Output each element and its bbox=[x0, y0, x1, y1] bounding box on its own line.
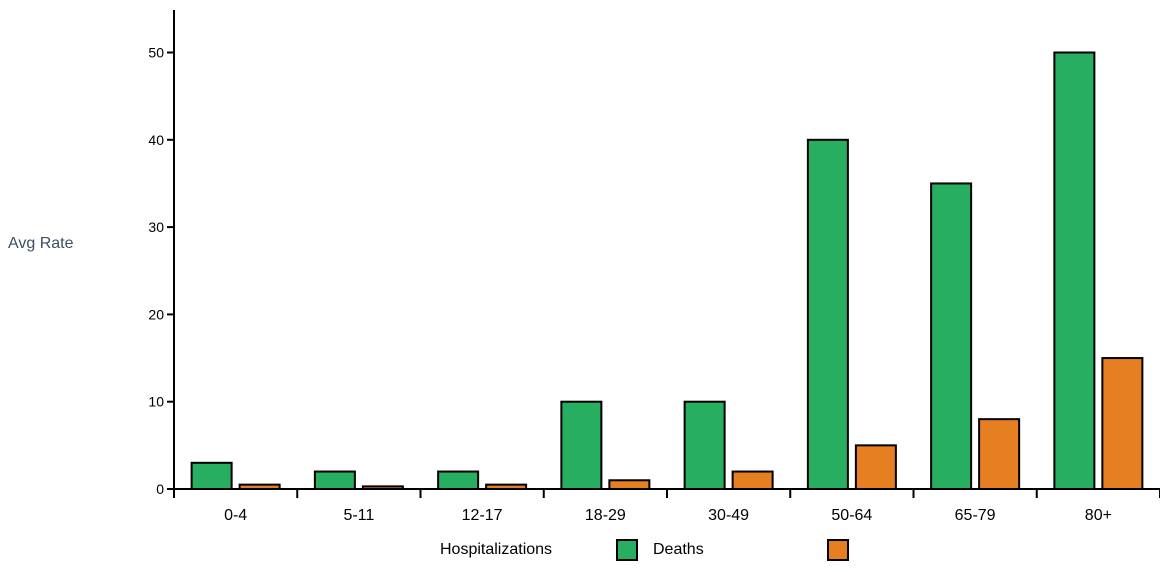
y-tick-label: 30 bbox=[148, 219, 164, 235]
bar-series-1-80+ bbox=[1053, 51, 1096, 490]
bar-series-2-0-4 bbox=[238, 483, 281, 491]
y-tick-label: 40 bbox=[148, 132, 164, 148]
x-tick-label: 0-4 bbox=[224, 507, 247, 524]
bar-series-2-5-11 bbox=[361, 485, 404, 491]
bar-series-1-5-11 bbox=[313, 470, 356, 491]
x-tick-label: 80+ bbox=[1085, 507, 1112, 524]
bar-series-2-12-17 bbox=[485, 483, 528, 491]
bar-series-1-18-29 bbox=[560, 400, 603, 491]
legend-swatch bbox=[827, 539, 849, 561]
x-tick-label: 12-17 bbox=[462, 507, 503, 524]
bar-series-2-65-79 bbox=[978, 418, 1021, 490]
legend-label: Deaths bbox=[653, 541, 704, 558]
bar-series-2-18-29 bbox=[608, 479, 651, 490]
y-tick-label: 10 bbox=[148, 394, 164, 410]
bars bbox=[190, 51, 1144, 491]
y-tick-label: 50 bbox=[148, 45, 164, 61]
bar-series-1-0-4 bbox=[190, 461, 233, 490]
bar-series-2-30-49 bbox=[731, 470, 774, 491]
bar-series-1-30-49 bbox=[683, 400, 726, 491]
bar-series-2-80+ bbox=[1101, 357, 1144, 490]
bar-series-1-50-64 bbox=[806, 138, 849, 491]
y-tick-label: 20 bbox=[148, 306, 164, 322]
x-tick-label: 50-64 bbox=[831, 507, 872, 524]
x-tick-label: 65-79 bbox=[955, 507, 996, 524]
x-tick-label: 30-49 bbox=[708, 507, 749, 524]
x-tick-label: 18-29 bbox=[585, 507, 626, 524]
bar-series-1-65-79 bbox=[930, 182, 973, 490]
y-axis-title: Avg Rate bbox=[8, 235, 74, 252]
legend-swatch bbox=[616, 539, 638, 561]
legend: Hospitalizations Deaths bbox=[440, 539, 849, 561]
y-tick-label: 0 bbox=[156, 481, 164, 497]
bar-series-1-12-17 bbox=[437, 470, 480, 491]
x-axis: 0-4 5-11 12-17 18-29 30-49 50-64 65-79 80+ bbox=[173, 488, 1160, 524]
y-axis: 0 10 20 30 40 50 bbox=[148, 10, 175, 497]
bar-series-2-50-64 bbox=[854, 444, 897, 491]
x-tick-label: 5-11 bbox=[343, 507, 374, 524]
legend-title: Hospitalizations bbox=[440, 541, 552, 558]
